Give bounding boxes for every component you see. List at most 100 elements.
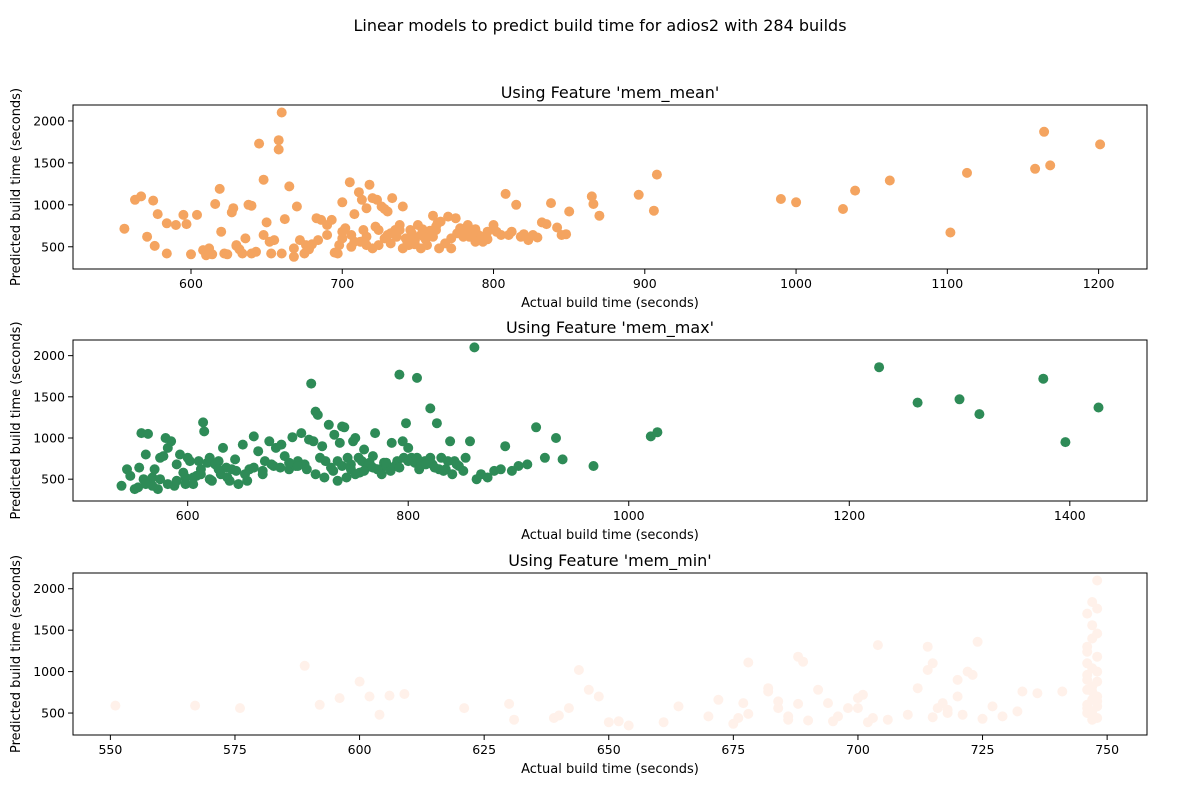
data-point bbox=[218, 442, 228, 453]
y-tick-label: 2000 bbox=[33, 113, 65, 128]
data-point bbox=[1032, 688, 1043, 699]
data-point bbox=[301, 464, 312, 475]
data-point bbox=[850, 185, 861, 196]
x-axis-label: Actual build time (seconds) bbox=[521, 528, 699, 543]
data-point bbox=[180, 479, 191, 490]
panel-title: Using Feature 'mem_min' bbox=[508, 551, 711, 571]
data-point bbox=[1082, 684, 1093, 695]
data-point bbox=[317, 441, 328, 452]
x-tick-label: 1100 bbox=[931, 276, 963, 291]
data-point bbox=[230, 454, 241, 465]
data-point bbox=[397, 436, 408, 447]
data-point bbox=[264, 436, 275, 447]
data-point bbox=[573, 665, 584, 675]
data-point bbox=[284, 457, 295, 468]
data-point bbox=[451, 459, 462, 470]
data-point bbox=[438, 465, 449, 476]
x-tick-label: 750 bbox=[1095, 742, 1119, 757]
data-point bbox=[394, 462, 405, 473]
data-point bbox=[551, 433, 561, 443]
data-point bbox=[140, 449, 151, 460]
data-point bbox=[266, 459, 277, 470]
x-tick-label: 700 bbox=[846, 742, 870, 757]
data-point bbox=[385, 228, 396, 239]
data-point bbox=[339, 422, 350, 433]
data-point bbox=[149, 464, 160, 475]
data-point bbox=[367, 462, 378, 473]
data-point bbox=[147, 480, 158, 491]
data-point bbox=[942, 704, 953, 715]
data-point bbox=[403, 442, 414, 453]
data-point bbox=[945, 227, 956, 238]
data-point bbox=[166, 436, 177, 447]
data-point bbox=[198, 417, 209, 428]
data-point bbox=[186, 249, 196, 260]
data-point bbox=[954, 394, 965, 405]
data-point bbox=[142, 231, 153, 242]
data-point bbox=[420, 459, 431, 470]
x-tick-label: 600 bbox=[348, 742, 372, 757]
data-point bbox=[199, 426, 210, 437]
data-point bbox=[161, 248, 172, 259]
x-tick-label: 700 bbox=[330, 276, 354, 291]
data-point bbox=[337, 461, 348, 471]
data-point bbox=[401, 418, 411, 429]
data-point bbox=[373, 225, 384, 235]
data-point bbox=[791, 197, 802, 208]
data-point bbox=[445, 436, 456, 447]
data-point bbox=[385, 465, 396, 476]
data-point bbox=[962, 167, 972, 178]
data-point bbox=[703, 711, 714, 722]
data-point bbox=[593, 691, 604, 702]
y-tick-label: 1000 bbox=[33, 197, 65, 212]
data-point bbox=[301, 240, 311, 251]
data-point bbox=[287, 432, 298, 443]
data-point bbox=[188, 472, 199, 483]
data-point bbox=[403, 456, 414, 467]
x-tick-label: 550 bbox=[98, 742, 122, 757]
data-point bbox=[353, 187, 364, 198]
data-point bbox=[204, 248, 215, 259]
data-point bbox=[546, 198, 556, 209]
data-point bbox=[149, 240, 160, 251]
data-point bbox=[429, 462, 440, 473]
data-point bbox=[258, 174, 269, 185]
data-point bbox=[500, 188, 511, 199]
data-point bbox=[373, 240, 384, 251]
data-point bbox=[673, 701, 684, 712]
data-point bbox=[838, 204, 848, 214]
data-point bbox=[367, 451, 378, 462]
data-point bbox=[276, 439, 287, 450]
data-point bbox=[652, 427, 663, 438]
data-point bbox=[354, 676, 365, 687]
data-point bbox=[922, 641, 933, 652]
data-point bbox=[977, 713, 988, 724]
data-point bbox=[258, 230, 269, 240]
data-point bbox=[248, 431, 259, 442]
data-point bbox=[308, 436, 319, 447]
x-tick-label: 800 bbox=[396, 508, 420, 523]
data-point bbox=[500, 441, 511, 452]
data-point bbox=[334, 693, 345, 704]
data-point bbox=[882, 714, 893, 725]
data-point bbox=[195, 469, 206, 480]
data-point bbox=[957, 709, 968, 720]
data-point bbox=[385, 238, 396, 249]
data-point bbox=[148, 195, 159, 206]
data-point bbox=[273, 135, 284, 146]
data-point bbox=[364, 179, 375, 190]
x-tick-label: 1000 bbox=[613, 508, 645, 523]
y-tick-label: 500 bbox=[41, 706, 65, 721]
data-point bbox=[231, 240, 242, 251]
x-tick-label: 600 bbox=[179, 276, 203, 291]
data-point bbox=[349, 209, 360, 220]
data-point bbox=[563, 703, 574, 714]
data-point bbox=[213, 456, 224, 467]
data-point bbox=[496, 230, 507, 240]
data-point bbox=[214, 183, 225, 194]
data-point bbox=[465, 436, 475, 447]
data-point bbox=[482, 226, 493, 237]
data-point bbox=[337, 233, 348, 244]
data-point bbox=[306, 378, 317, 389]
axes-frame bbox=[72, 339, 1148, 502]
